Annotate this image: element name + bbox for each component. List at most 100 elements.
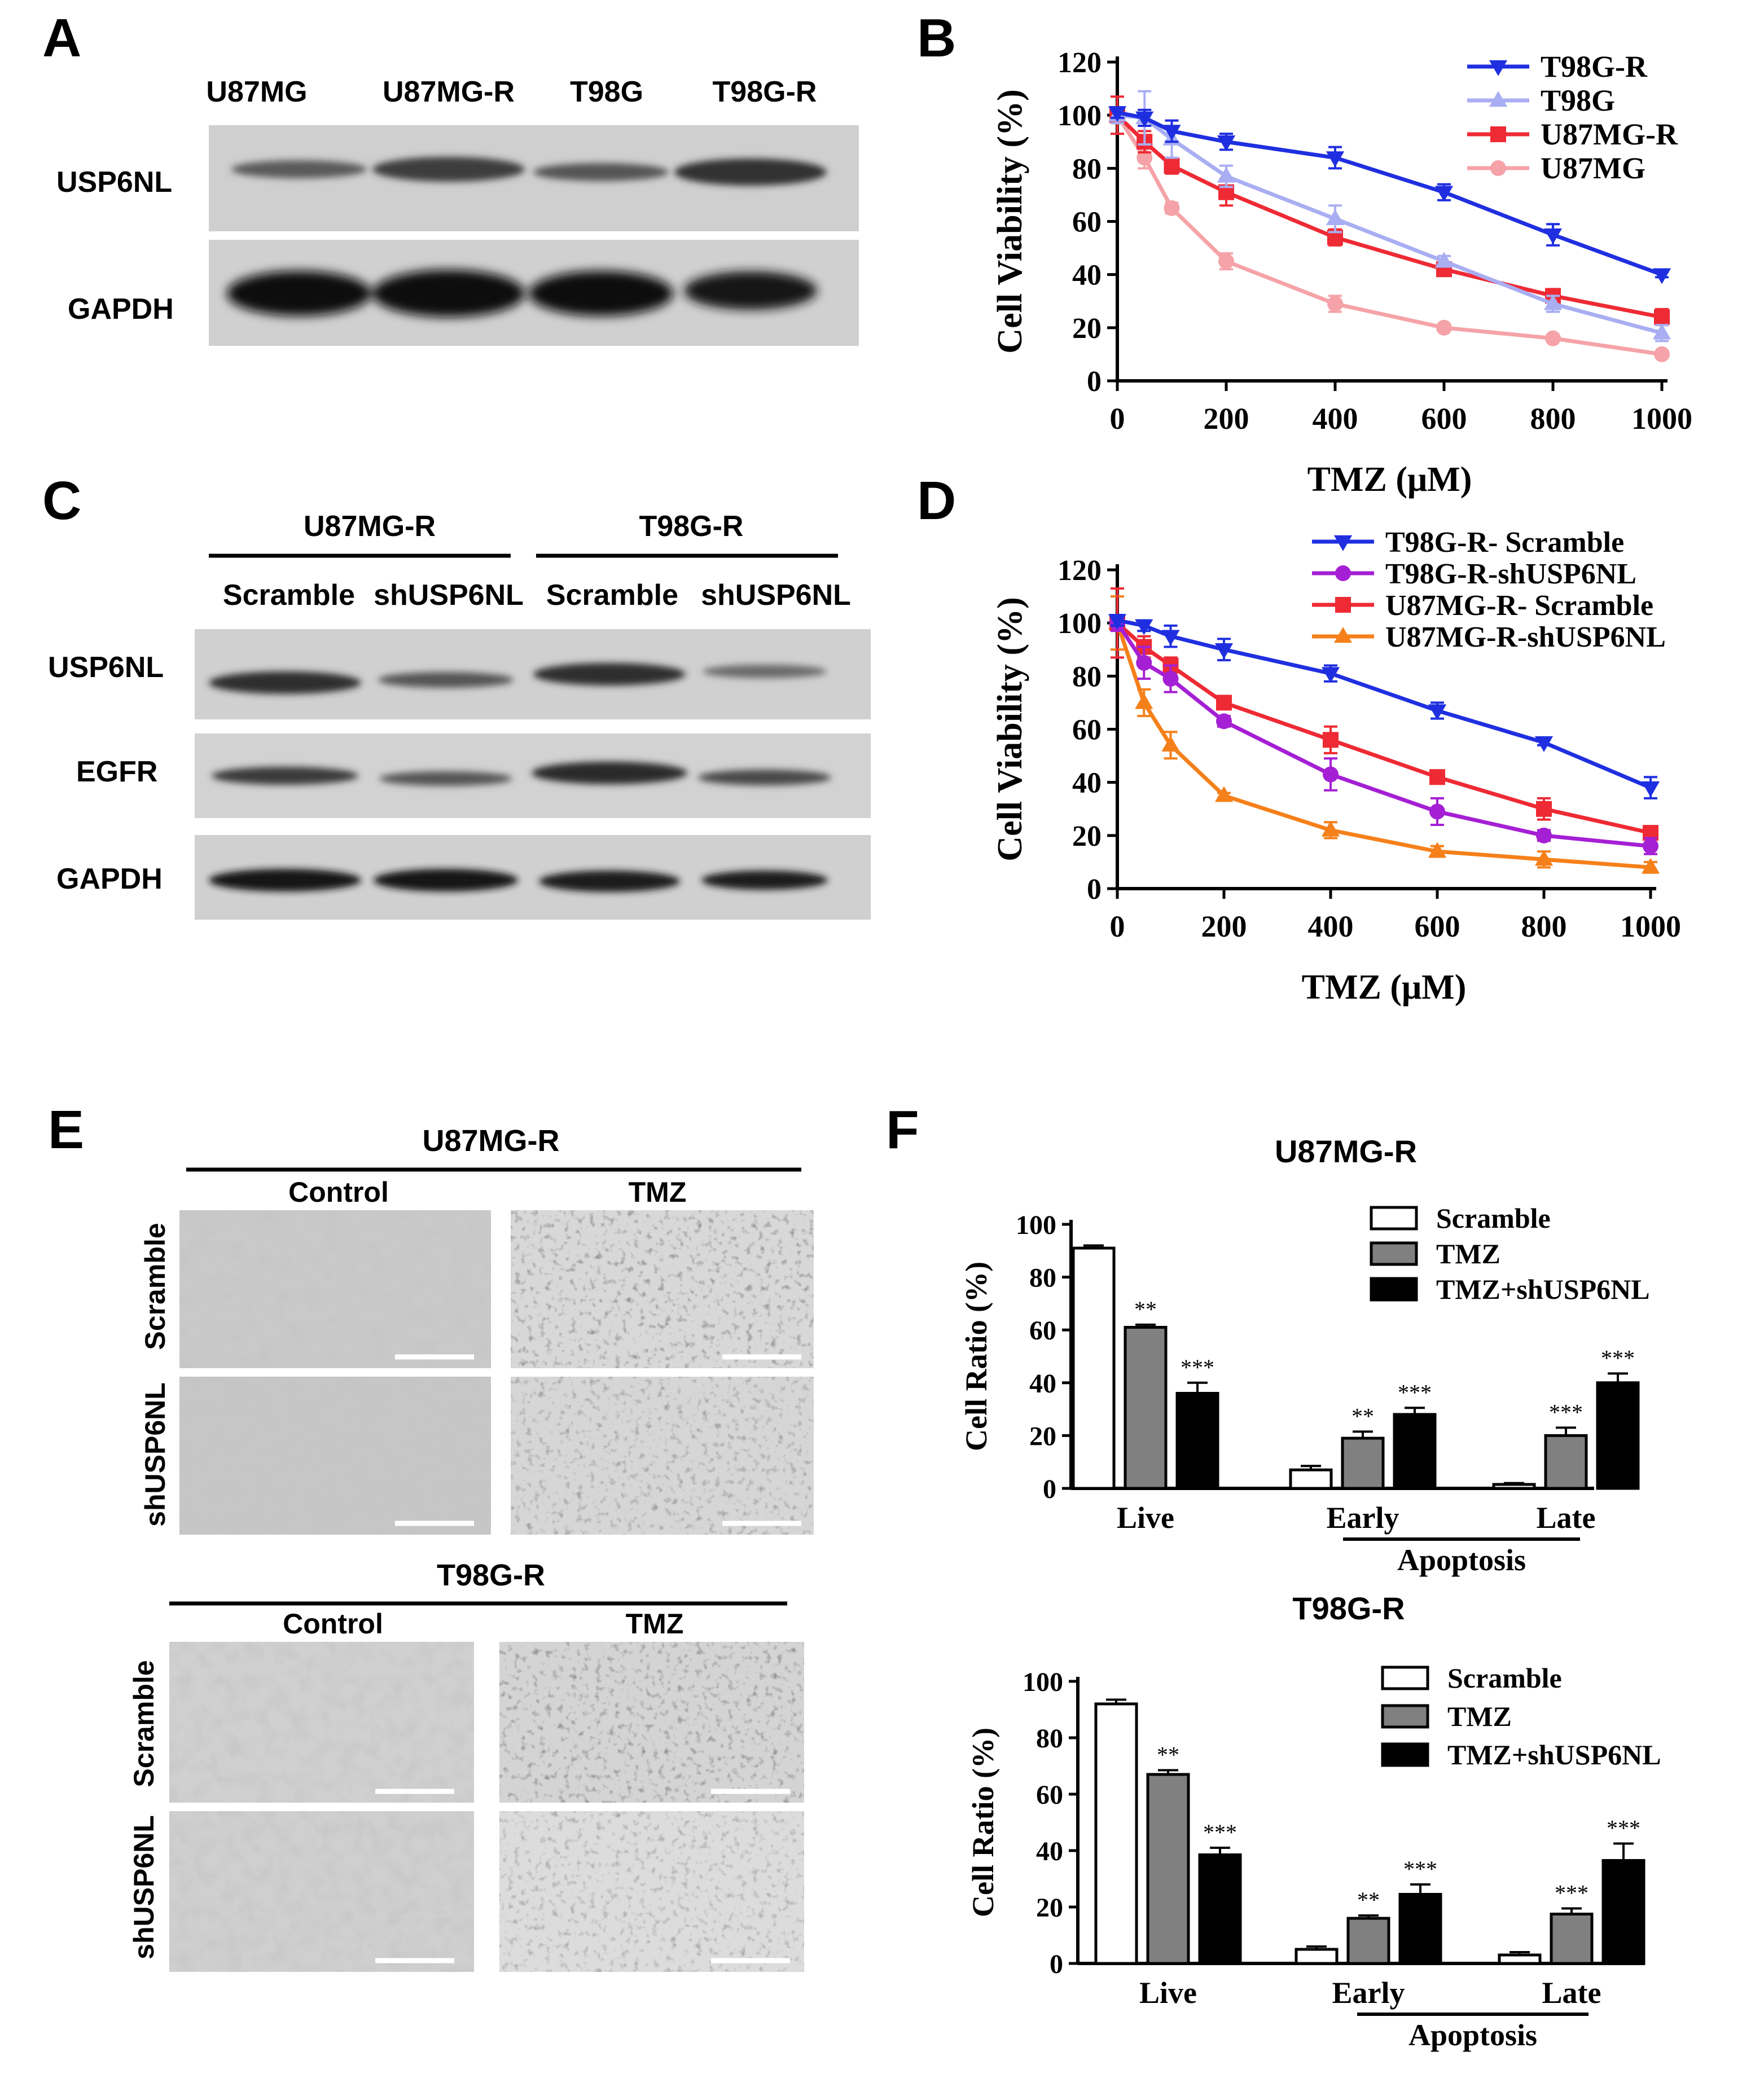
data-point bbox=[1136, 150, 1153, 166]
blot-a-col-label: T98G-R bbox=[713, 76, 817, 108]
blot-band bbox=[227, 271, 371, 316]
data-point bbox=[1335, 597, 1351, 613]
significance-label: *** bbox=[1181, 1355, 1214, 1380]
y-tick-label: 0 bbox=[1087, 366, 1102, 398]
data-point bbox=[1641, 781, 1660, 797]
data-point bbox=[1216, 713, 1232, 730]
bar-group bbox=[1072, 1244, 1116, 1490]
y-axis-label: Cell Viability (%) bbox=[991, 597, 1029, 861]
data-point bbox=[1489, 60, 1508, 76]
panel-letter-c: C bbox=[42, 471, 81, 531]
blot-band bbox=[231, 160, 367, 178]
blot-band bbox=[539, 871, 680, 892]
data-point bbox=[1136, 654, 1152, 671]
data-point bbox=[1654, 346, 1670, 362]
micrograph bbox=[499, 1811, 804, 1972]
data-point bbox=[1436, 319, 1452, 336]
y-tick-label: 40 bbox=[1072, 767, 1102, 799]
blot-band bbox=[378, 672, 514, 688]
significance-label: *** bbox=[1398, 1379, 1432, 1405]
y-tick-label: 40 bbox=[1029, 1369, 1056, 1399]
legend-label: U87MG-R- Scramble bbox=[1385, 590, 1653, 622]
y-tick-label: 40 bbox=[1072, 260, 1102, 292]
data-point bbox=[1214, 643, 1234, 660]
bar-group: ** bbox=[1146, 1742, 1190, 1965]
y-tick-label: 100 bbox=[1016, 1210, 1056, 1240]
bar-group: ** bbox=[1341, 1403, 1385, 1490]
y-tick-label: 60 bbox=[1072, 714, 1102, 746]
legend-label: TMZ bbox=[1436, 1238, 1500, 1269]
significance-label: *** bbox=[1555, 1881, 1589, 1906]
y-tick-label: 60 bbox=[1072, 206, 1102, 239]
blot-c-col-label: Scramble bbox=[546, 579, 678, 612]
data-point bbox=[1162, 125, 1181, 141]
y-tick-label: 20 bbox=[1072, 820, 1102, 853]
data-point bbox=[1641, 858, 1660, 874]
legend-swatch bbox=[1381, 1704, 1429, 1729]
y-tick-label: 20 bbox=[1072, 313, 1102, 345]
data-point bbox=[1217, 135, 1236, 152]
data-point bbox=[1164, 200, 1180, 216]
blot-band bbox=[212, 767, 358, 785]
bar-group bbox=[1498, 1951, 1542, 1965]
significance-label: *** bbox=[1607, 1816, 1640, 1841]
legend-label: U87MG-R bbox=[1541, 117, 1678, 151]
data-point bbox=[1536, 801, 1552, 817]
data-point bbox=[1534, 850, 1554, 866]
legend-swatch bbox=[1381, 1666, 1429, 1690]
bar bbox=[1072, 1246, 1116, 1490]
blot-band bbox=[703, 665, 827, 678]
data-point bbox=[1321, 667, 1340, 683]
blot-band bbox=[532, 762, 687, 784]
panel-letter-b: B bbox=[917, 8, 956, 68]
data-point bbox=[1536, 827, 1552, 843]
legend-label: T98G bbox=[1541, 84, 1615, 117]
blot-c-row-label: USP6NL bbox=[48, 651, 164, 684]
legend-swatch bbox=[1370, 1241, 1418, 1266]
legend-label: TMZ bbox=[1447, 1701, 1512, 1732]
category-label: Late bbox=[1542, 1976, 1601, 2010]
data-point bbox=[1108, 106, 1127, 122]
chart-d: 0 20 40 60 80 100 120 0 200 400 600 800 1000 Cell Via… bbox=[991, 526, 1681, 1007]
data-point bbox=[1652, 268, 1671, 284]
data-point bbox=[1217, 166, 1236, 183]
bar-group bbox=[1094, 1698, 1138, 1965]
blot-band bbox=[533, 163, 669, 181]
data-point bbox=[1490, 160, 1506, 176]
micrograph bbox=[179, 1377, 491, 1535]
blot-band bbox=[379, 771, 512, 786]
bar bbox=[1544, 1434, 1588, 1490]
x-tick-label: 600 bbox=[1415, 910, 1460, 943]
legend-swatch bbox=[1370, 1277, 1418, 1302]
blot-band bbox=[209, 671, 361, 694]
significance-label: *** bbox=[1203, 1820, 1237, 1845]
significance-label: ** bbox=[1357, 1887, 1380, 1913]
blot-band bbox=[372, 270, 525, 317]
y-tick-label: 80 bbox=[1036, 1724, 1063, 1754]
y-tick-label: 80 bbox=[1029, 1263, 1056, 1293]
series-line bbox=[1116, 114, 1662, 357]
micro-col-label: Control bbox=[288, 1176, 389, 1208]
blot-c-group-label: T98G-R bbox=[639, 510, 744, 543]
y-tick-label: 40 bbox=[1036, 1836, 1063, 1866]
bar-group: *** bbox=[1550, 1881, 1594, 1965]
blot-band bbox=[674, 159, 827, 186]
significance-label: ** bbox=[1351, 1403, 1374, 1429]
category-label: Early bbox=[1327, 1501, 1399, 1535]
micro-col-label: TMZ bbox=[629, 1176, 687, 1208]
micrograph bbox=[169, 1811, 474, 1972]
data-point bbox=[1327, 296, 1343, 312]
blot-a-col-label: U87MG-R bbox=[383, 76, 515, 108]
legend-swatch bbox=[1370, 1206, 1418, 1231]
blot-band bbox=[209, 869, 361, 891]
data-point bbox=[1654, 309, 1670, 325]
micro-block-title: U87MG-R bbox=[422, 1124, 559, 1158]
bar-group: *** bbox=[1175, 1355, 1219, 1490]
bar bbox=[1094, 1702, 1138, 1965]
blot-band bbox=[698, 770, 831, 785]
data-point bbox=[1162, 671, 1179, 687]
y-tick-label: 100 bbox=[1057, 100, 1102, 132]
bar bbox=[1596, 1381, 1640, 1490]
chart-b: 0 20 40 60 80 100 120 0 200 400 600 800 1000 Cell Via… bbox=[991, 47, 1692, 499]
micrograph bbox=[511, 1377, 814, 1535]
